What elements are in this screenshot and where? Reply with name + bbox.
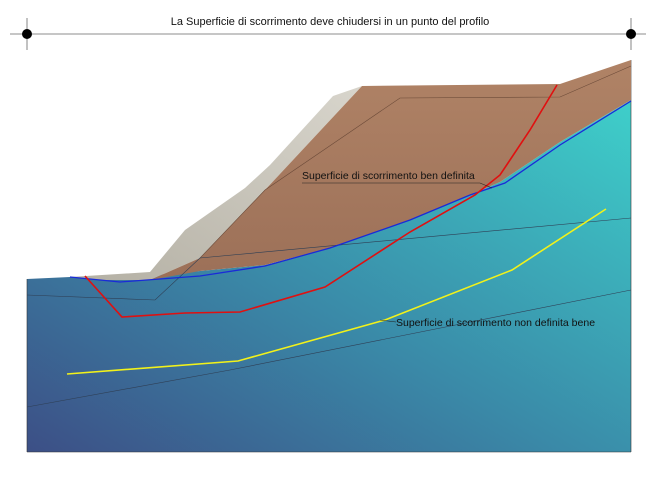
well-defined-slip-surface	[84, 84, 558, 318]
diagram-title: La Superficie di scorrimento deve chiude…	[171, 16, 490, 28]
boundary-line	[69, 100, 632, 283]
stratum-line-upper	[26, 217, 632, 301]
label-well-defined: Superficie di scorrimento ben definita	[302, 170, 475, 182]
leader-line-well-defined	[302, 182, 493, 189]
not-well-defined-slip-surface	[66, 208, 607, 375]
frame-corner-marker-icon	[22, 29, 32, 39]
soil-mass	[150, 60, 631, 280]
label-not-well-defined: Superficie di scorrimento non definita b…	[396, 317, 595, 329]
stratum-line-lower	[26, 289, 632, 408]
frame-corner-marker-icon	[626, 29, 636, 39]
water-body	[27, 100, 631, 452]
leader-line-not-well-defined	[379, 319, 397, 323]
soil-inner-edge	[199, 65, 632, 259]
